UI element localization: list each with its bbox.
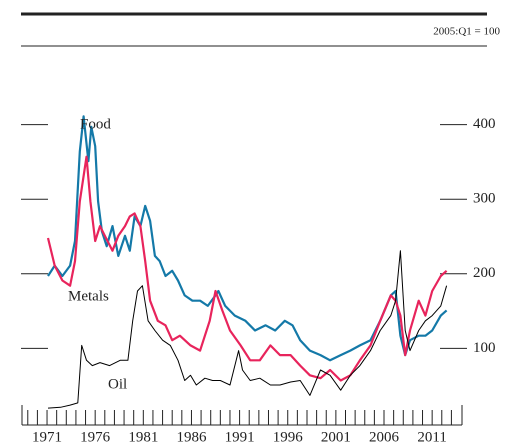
x-tick-label: 1971 (32, 429, 62, 445)
x-tick-label: 2011 (417, 429, 446, 445)
series-label: Food (80, 116, 111, 132)
series-line (47, 115, 448, 362)
annotation: 2005:Q1 = 100 (433, 26, 500, 38)
x-tick-label: 1981 (128, 429, 158, 445)
x-tick-label: 1986 (176, 429, 207, 445)
series-line (46, 155, 448, 382)
series-line (47, 250, 448, 409)
x-tick-label: 2006 (369, 429, 400, 445)
series-label: Metals (68, 288, 109, 304)
x-tick-label: 2001 (321, 429, 351, 445)
x-tick-label: 1991 (225, 429, 255, 445)
y-tick-label: 200 (473, 265, 496, 281)
series-label: Oil (108, 376, 127, 392)
x-tick-label: 1996 (273, 429, 304, 445)
x-tick-label: 1976 (80, 429, 111, 445)
y-tick-label: 400 (473, 116, 496, 132)
y-tick-label: 100 (473, 340, 496, 356)
y-tick-label: 300 (473, 191, 496, 207)
